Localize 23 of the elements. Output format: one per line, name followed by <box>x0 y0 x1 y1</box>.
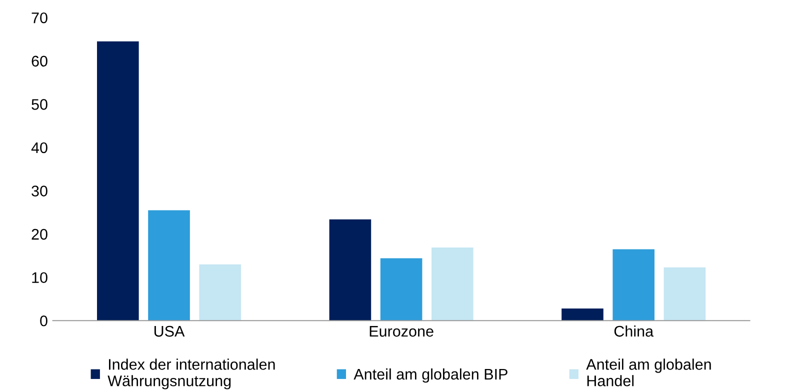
y-tick-label: 70 <box>32 12 48 24</box>
y-tick-label: 50 <box>32 99 48 110</box>
legend-label: Anteil am globalen Handel <box>586 358 711 386</box>
bar <box>380 258 422 321</box>
bar <box>97 41 139 321</box>
y-tick-label: 30 <box>32 186 48 196</box>
x-tick-label: China <box>614 325 654 337</box>
bar <box>432 247 474 321</box>
bar <box>612 249 654 321</box>
legend-label: Index der internationalen Währungsnutzung <box>108 358 275 390</box>
bar <box>148 210 190 321</box>
bar <box>199 264 242 321</box>
bar <box>664 267 706 321</box>
y-tick-label: 20 <box>32 228 48 240</box>
x-tick-label: USA <box>154 326 185 337</box>
bar <box>562 308 604 321</box>
legend-label: Anteil am globalen BIP <box>354 368 508 383</box>
y-tick-label: 60 <box>32 56 48 67</box>
y-tick-label: 10 <box>32 272 48 284</box>
y-tick-label: 40 <box>31 142 48 154</box>
bar <box>329 219 372 321</box>
y-tick-label: 0 <box>40 315 48 326</box>
x-tick-label: Eurozone <box>370 326 434 337</box>
